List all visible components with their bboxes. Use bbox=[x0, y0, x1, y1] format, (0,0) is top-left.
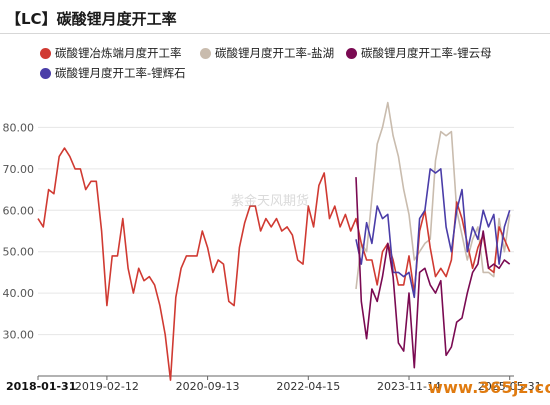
legend-dot-icon bbox=[40, 47, 51, 59]
series-line-1 bbox=[355, 101, 511, 290]
x-tick-label: 2022-04-15 bbox=[276, 380, 340, 393]
y-tick-label: 80.00 bbox=[3, 121, 35, 134]
series-layer bbox=[37, 101, 511, 381]
series-line-0 bbox=[37, 147, 511, 381]
y-tick-label: 50.00 bbox=[3, 246, 35, 259]
x-tick-label: 2025-05-31 bbox=[478, 380, 542, 393]
legend-label: 碳酸锂月度开工率-锂辉石 bbox=[55, 66, 186, 80]
x-tick-label: 2023-11-14 bbox=[377, 380, 441, 393]
legend-dot-icon bbox=[40, 67, 51, 79]
y-tick-label: 40.00 bbox=[3, 287, 35, 300]
legend-dot-icon bbox=[346, 47, 357, 59]
y-tick-label: 60.00 bbox=[3, 204, 35, 217]
y-tick-label: 70.00 bbox=[3, 163, 35, 176]
legend-item-smelting[interactable]: 碳酸锂冶炼端月度开工率 bbox=[40, 45, 182, 61]
legend-label: 碳酸锂冶炼端月度开工率 bbox=[55, 46, 182, 60]
x-tick-label: 2018-01-31 bbox=[6, 380, 76, 393]
series-line-3 bbox=[355, 168, 511, 299]
legend-dot-icon bbox=[200, 47, 211, 59]
legend-item-spodumene[interactable]: 碳酸锂月度开工率-锂辉石 bbox=[40, 65, 186, 81]
legend-item-lepidolite[interactable]: 碳酸锂月度开工率-锂云母 bbox=[346, 45, 492, 61]
legend-item-salt-lake[interactable]: 碳酸锂月度开工率-盐湖 bbox=[200, 45, 334, 61]
tick-labels: 30.00 40.00 50.00 60.00 70.00 80.00 2018-01-31… bbox=[3, 121, 542, 393]
legend-label: 碳酸锂月度开工率-锂云母 bbox=[361, 46, 492, 60]
title-divider bbox=[0, 33, 550, 34]
watermark: 紫金天风期货 bbox=[231, 194, 310, 209]
y-tick-label: 30.00 bbox=[3, 329, 35, 342]
series-line-2 bbox=[355, 177, 511, 369]
chart-title: 【LC】碳酸锂月度开工率 bbox=[6, 10, 177, 28]
x-tick-label: 2020-09-13 bbox=[176, 380, 240, 393]
site-watermark: www.365jz.com bbox=[428, 378, 550, 397]
axis-layer bbox=[37, 375, 514, 380]
x-tick-label: 2019-02-12 bbox=[75, 380, 139, 393]
legend-label: 碳酸锂月度开工率-盐湖 bbox=[215, 46, 335, 60]
